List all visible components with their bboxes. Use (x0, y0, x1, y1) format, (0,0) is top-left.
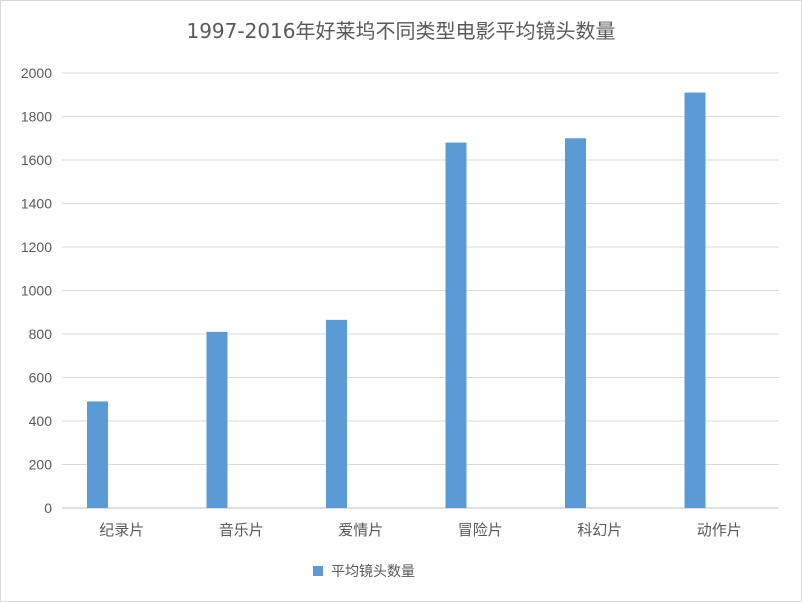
x-tick-label: 纪录片 (99, 521, 144, 539)
y-tick-label: 1800 (21, 109, 52, 125)
x-axis-categories: 纪录片 音乐片 爱情片 冒险片 科幻片 动作片 (99, 521, 742, 539)
x-tick-label: 科幻片 (577, 521, 622, 539)
bar (206, 331, 228, 508)
legend: 平均镜头数量 (313, 564, 415, 580)
y-tick-label: 800 (29, 326, 53, 342)
y-tick-label: 600 (29, 370, 53, 386)
y-tick-label: 400 (29, 413, 53, 429)
y-tick-label: 1200 (21, 239, 52, 255)
y-tick-label: 1600 (21, 152, 52, 168)
bars (87, 92, 706, 508)
y-tick-label: 200 (29, 457, 53, 473)
chart-title: 1997-2016年好莱坞不同类型电影平均镜头数量 (186, 19, 615, 43)
y-tick-label: 1400 (21, 196, 52, 212)
legend-swatch (313, 566, 323, 576)
y-tick-label: 1000 (21, 283, 52, 299)
legend-label: 平均镜头数量 (331, 564, 415, 580)
bar (684, 92, 706, 508)
gridlines (62, 72, 779, 509)
bar (565, 138, 586, 508)
x-tick-label: 冒险片 (458, 521, 503, 539)
bar (445, 142, 467, 508)
x-tick-label: 爱情片 (338, 521, 383, 539)
y-tick-label: 0 (44, 500, 52, 516)
y-axis-ticks: 0 200 400 600 800 1000 1200 1400 1600 1800 2000 (21, 65, 52, 516)
x-tick-label: 动作片 (697, 521, 742, 539)
y-tick-label: 2000 (21, 65, 52, 81)
bar (326, 319, 347, 508)
x-tick-label: 音乐片 (219, 521, 264, 539)
bar (87, 401, 108, 508)
